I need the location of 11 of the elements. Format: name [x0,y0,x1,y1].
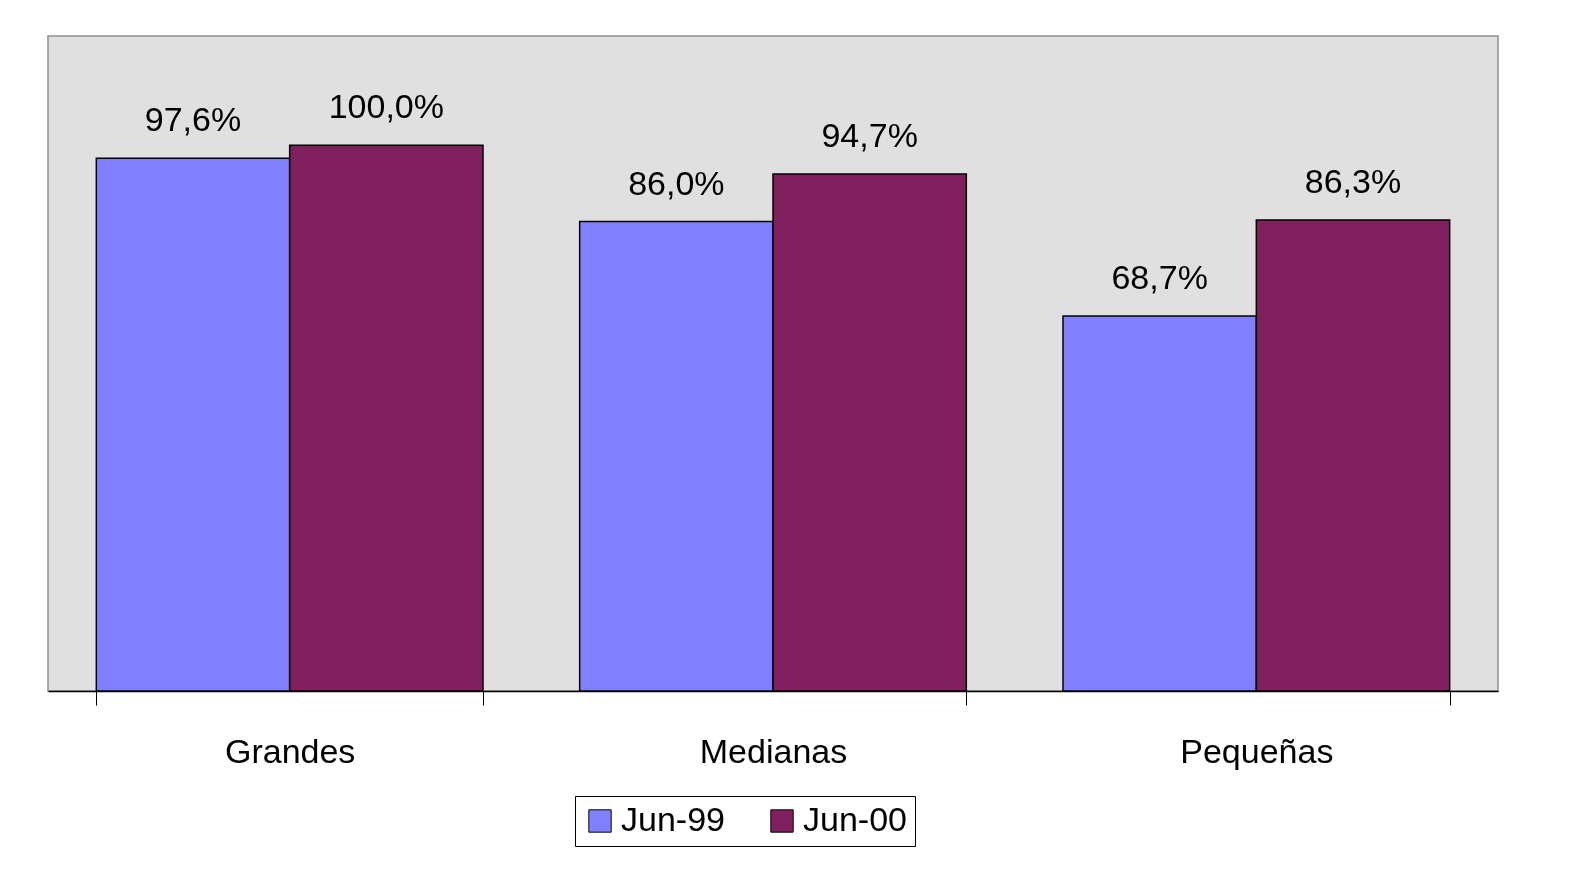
data-label: 97,6% [144,100,242,139]
x-tick-label: Pequeñas [1180,731,1334,770]
data-label: 68,7% [1111,258,1208,297]
x-tick-label: Grandes [224,731,356,770]
data-label: 86,3% [1304,161,1402,200]
legend-label: Jun-99 [621,800,725,838]
x-tick-label: Medianas [699,731,848,770]
data-label: 86,0% [628,163,725,202]
legend-label: Jun-00 [803,800,907,838]
data-label: 100,0% [328,87,444,126]
data-label: 94,7% [821,116,918,155]
